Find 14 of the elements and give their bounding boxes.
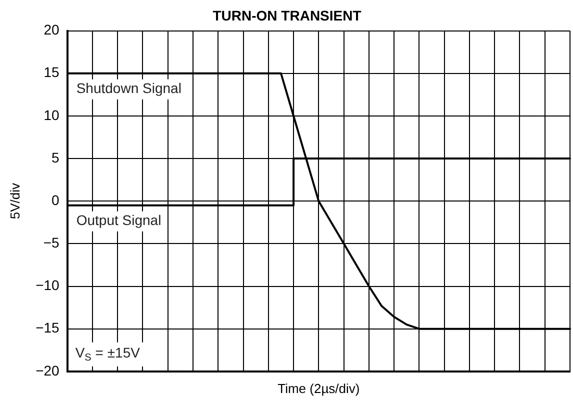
y-tick-label: 5 (52, 149, 60, 166)
y-tick-label: 0 (52, 192, 60, 208)
y-tick-label: −20 (36, 362, 60, 378)
y-tick-label: −10 (36, 277, 60, 294)
y-tick-label: −5 (43, 234, 60, 251)
y-axis-title: 5V/div (7, 182, 22, 220)
x-axis-title: Time (2µs/div) (278, 380, 360, 396)
series-label: Output Signal (76, 212, 162, 228)
chart-title: TURN-ON TRANSIENT (212, 7, 362, 24)
series-label: Shutdown Signal (76, 80, 182, 96)
y-tick-label: −15 (36, 320, 60, 336)
y-tick-label: 15 (44, 64, 60, 80)
y-tick-label: 20 (44, 22, 60, 38)
y-tick-label: 10 (44, 106, 60, 123)
